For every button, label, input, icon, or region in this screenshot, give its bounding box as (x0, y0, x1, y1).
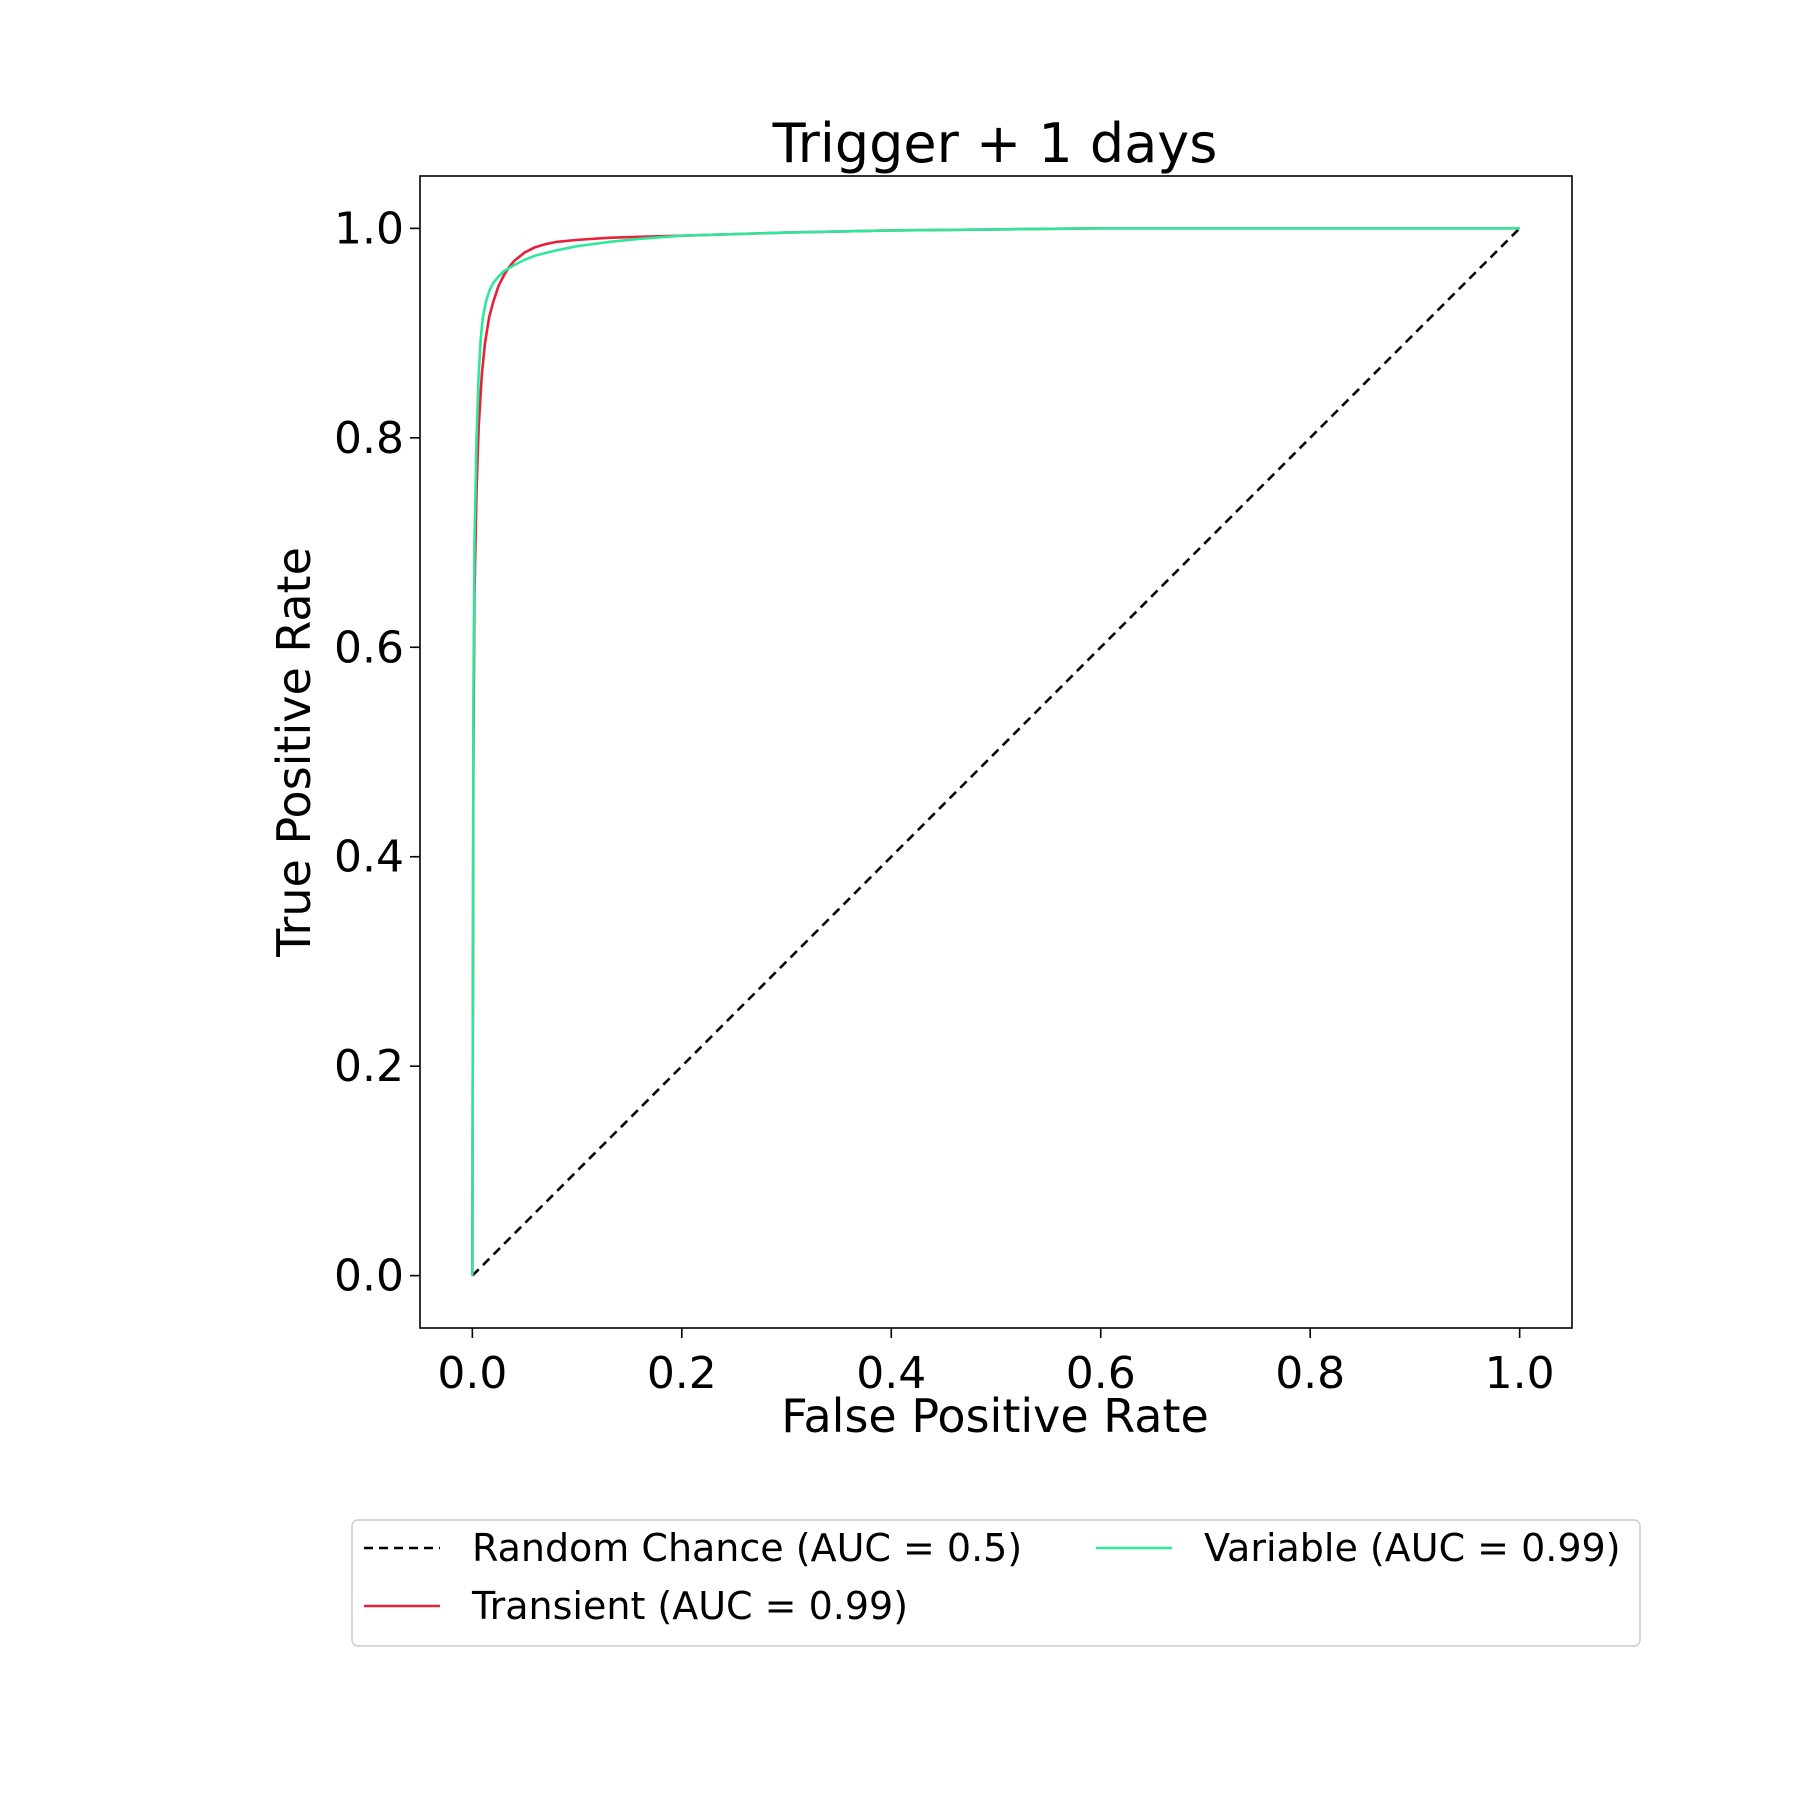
chart-title: Trigger + 1 days (772, 112, 1218, 175)
y-tick-label: 0.2 (334, 1041, 404, 1092)
legend-label-2: Variable (AUC = 0.99) (1204, 1526, 1621, 1570)
legend-frame (351, 1519, 1641, 1647)
y-axis-label: True Positive Rate (267, 547, 321, 958)
x-axis-ticks: 0.0 0.2 0.4 0.6 0.8 1.0 (437, 1328, 1555, 1399)
series-line-0 (471, 227, 1521, 1277)
y-axis-ticks: 0.0 0.2 0.4 0.6 0.8 1.0 (334, 203, 420, 1302)
y-tick-label: 1.0 (334, 203, 404, 254)
legend-label-1: Transient (AUC = 0.99) (471, 1584, 908, 1628)
series-layer (471, 227, 1521, 1277)
legend-label-0: Random Chance (AUC = 0.5) (472, 1526, 1022, 1570)
x-tick-label: 0.8 (1275, 1348, 1345, 1399)
plot-area-frame (419, 175, 1573, 1329)
y-tick-label: 0.4 (334, 832, 404, 883)
series-line-2 (471, 227, 1520, 1276)
x-tick-label: 0.6 (1066, 1348, 1136, 1399)
x-tick-label: 0.4 (856, 1348, 926, 1399)
x-tick-label: 0.0 (437, 1348, 507, 1399)
legend: Random Chance (AUC = 0.5) Transient (AUC … (351, 1519, 1641, 1647)
x-tick-label: 0.2 (647, 1348, 717, 1399)
y-tick-label: 0.6 (334, 622, 404, 673)
y-tick-label: 0.8 (334, 413, 404, 464)
x-axis-label: False Positive Rate (781, 1389, 1209, 1443)
x-tick-label: 1.0 (1485, 1348, 1555, 1399)
y-tick-label: 0.0 (334, 1251, 404, 1302)
